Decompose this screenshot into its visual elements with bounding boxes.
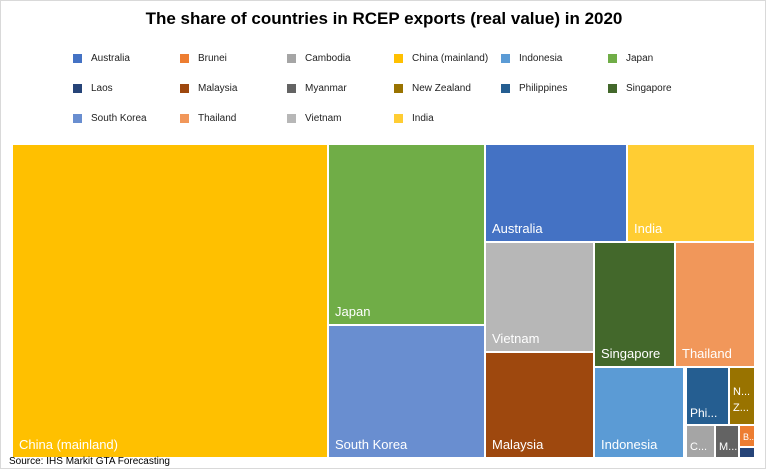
legend-swatch-india (394, 113, 403, 123)
tile-singapore: Singapore (593, 241, 676, 368)
legend-swatch-vietnam (287, 113, 296, 123)
legend-item-vietnam: Vietnam (287, 111, 342, 125)
legend-label-australia: Australia (91, 52, 130, 64)
legend-item-myanmar: Myanmar (287, 81, 347, 95)
tile-label-indonesia: Indonesia (601, 437, 658, 452)
legend-swatch-laos (73, 83, 82, 93)
tile-cambodia: C... (685, 424, 716, 459)
legend-label-singapore: Singapore (626, 82, 672, 94)
tile-japan: Japan (327, 143, 486, 326)
legend-label-laos: Laos (91, 82, 113, 94)
legend-item-china-mainland: China (mainland) (394, 51, 488, 65)
legend-swatch-new-zealand (394, 83, 403, 93)
tile-label-myanmar: M... (719, 441, 738, 453)
legend-swatch-philippines (501, 83, 510, 93)
legend-item-malaysia: Malaysia (180, 81, 237, 95)
tile-label-thailand: Thailand (682, 346, 732, 361)
tile-label-singapore: Singapore (601, 346, 661, 361)
legend-swatch-south-korea (73, 113, 82, 123)
legend-item-south-korea: South Korea (73, 111, 147, 125)
legend-swatch-brunei (180, 53, 189, 63)
legend-label-india: India (412, 112, 434, 124)
legend-label-brunei: Brunei (198, 52, 227, 64)
legend-item-cambodia: Cambodia (287, 51, 351, 65)
tile-india: India (626, 143, 756, 243)
tile-label-new-zealand: N... Z... (733, 386, 751, 414)
tile-new-zealand: N... Z... (728, 366, 756, 426)
tile-thailand: Thailand (674, 241, 756, 368)
tile-label-south-korea: South Korea (335, 437, 408, 452)
legend-item-philippines: Philippines (501, 81, 567, 95)
tile-china-mainland: China (mainland) (11, 143, 329, 459)
tile-indonesia: Indonesia (593, 366, 685, 459)
legend-label-japan: Japan (626, 52, 654, 64)
tile-australia: Australia (484, 143, 628, 243)
legend-swatch-singapore (608, 83, 617, 93)
tile-myanmar: M... (714, 424, 740, 459)
legend-label-indonesia: Indonesia (519, 52, 563, 64)
tile-label-vietnam: Vietnam (492, 331, 540, 346)
legend-swatch-australia (73, 53, 82, 63)
legend-item-thailand: Thailand (180, 111, 236, 125)
chart-title: The share of countries in RCEP exports (… (145, 9, 623, 28)
legend-label-thailand: Thailand (198, 112, 237, 124)
tile-south-korea: South Korea (327, 324, 486, 459)
tile-philippines: Phi... (685, 366, 730, 426)
legend-item-indonesia: Indonesia (501, 51, 562, 65)
legend-label-new-zealand: New Zealand (412, 82, 471, 94)
legend-item-new-zealand: New Zealand (394, 81, 471, 95)
tile-label-japan: Japan (335, 304, 371, 319)
legend-item-brunei: Brunei (180, 51, 227, 65)
legend-label-malaysia: Malaysia (198, 82, 238, 94)
legend-item-singapore: Singapore (608, 81, 672, 95)
tile-malaysia: Malaysia (484, 351, 595, 459)
legend-label-vietnam: Vietnam (305, 112, 342, 124)
legend-label-china-mainland: China (mainland) (412, 52, 489, 64)
legend-swatch-japan (608, 53, 617, 63)
legend-item-laos: Laos (73, 81, 113, 95)
tile-label-malaysia: Malaysia (492, 437, 544, 452)
tile-label-india: India (634, 221, 663, 236)
tile-label-china-mainland: China (mainland) (19, 437, 118, 452)
legend-swatch-cambodia (287, 53, 296, 63)
legend-item-india: India (394, 111, 434, 125)
tile-label-philippines: Phi... (690, 406, 718, 420)
tile-label-australia: Australia (492, 221, 543, 236)
legend-swatch-myanmar (287, 83, 296, 93)
tile-label-brunei: B... (743, 432, 756, 442)
legend-swatch-thailand (180, 113, 189, 123)
legend-label-myanmar: Myanmar (305, 82, 347, 94)
legend-label-philippines: Philippines (519, 82, 568, 94)
tile-label-cambodia: C... (690, 441, 708, 453)
source-note: Source: IHS Markit GTA Forecasting (9, 456, 170, 467)
tile-vietnam: Vietnam (484, 241, 595, 353)
legend-item-australia: Australia (73, 51, 130, 65)
legend-label-south-korea: South Korea (91, 112, 147, 124)
legend-swatch-china-mainland (394, 53, 403, 63)
legend-item-japan: Japan (608, 51, 653, 65)
legend-label-cambodia: Cambodia (305, 52, 351, 64)
legend-swatch-malaysia (180, 83, 189, 93)
tile-brunei: B... (738, 424, 756, 448)
legend-swatch-indonesia (501, 53, 510, 63)
tile-laos (738, 446, 756, 459)
